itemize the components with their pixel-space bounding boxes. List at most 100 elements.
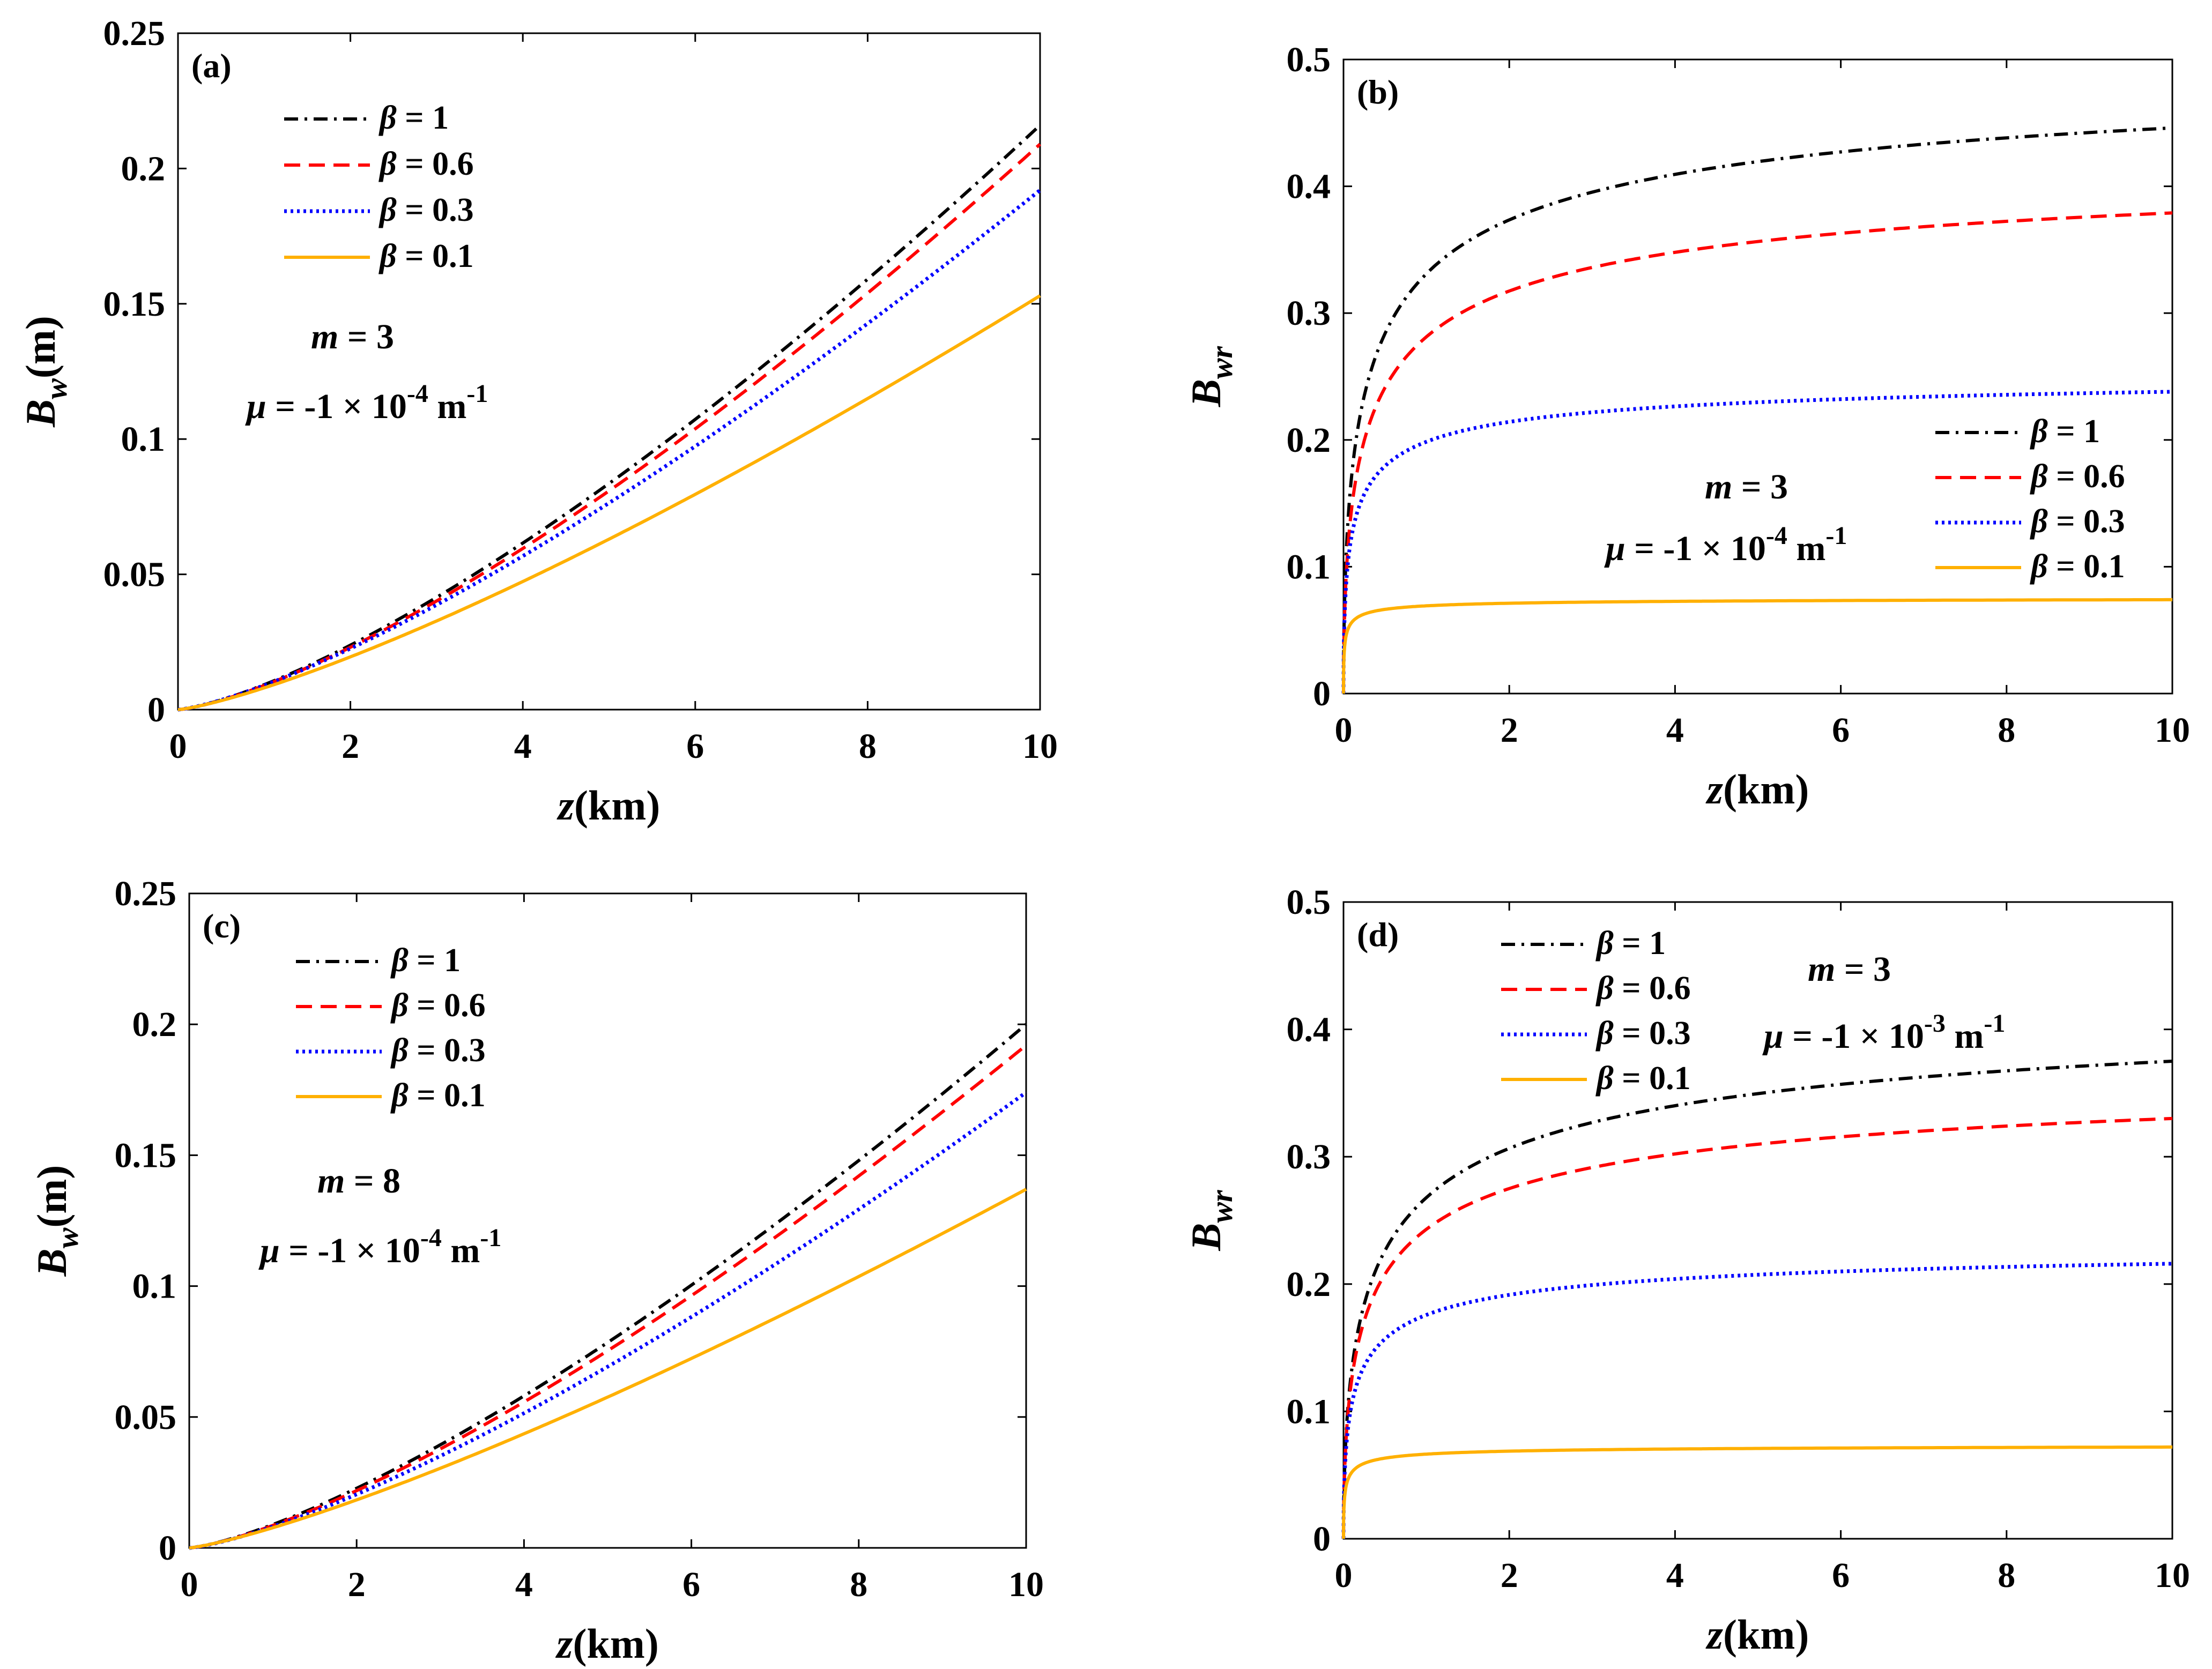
series-line-beta-0-1 [1342, 1445, 2172, 1539]
y-tick-label: 0.4 [1287, 167, 1331, 206]
y-tick-label: 0.1 [1287, 1392, 1331, 1431]
legend-beta-symbol: β [378, 146, 397, 182]
x-tick-label: 4 [515, 1565, 533, 1604]
legend-beta-symbol: β [390, 1032, 409, 1069]
legend-entry-value: = 1 [397, 100, 449, 136]
legend-entry: β = 0.3 [390, 1032, 486, 1069]
legend-entry: β = 0.1 [1595, 1060, 1691, 1097]
series-line-beta-0-6 [1342, 1116, 2173, 1539]
legend-entry: β = 0.6 [390, 987, 486, 1024]
annotation-mu-exponent: -4 [407, 379, 428, 408]
legend-entry-value: = 0.3 [2048, 503, 2125, 540]
annotation-m: m = 3 [1705, 467, 1788, 506]
y-tick-label: 0.2 [132, 1005, 177, 1044]
annotation-mu-unit-exponent: -1 [1825, 521, 1847, 550]
x-tick-label: 4 [514, 727, 532, 766]
x-tick-label: 8 [1998, 711, 2015, 750]
legend-entry: β = 0.1 [390, 1077, 486, 1114]
x-axis-label-unit: (km) [573, 1620, 659, 1667]
y-axis-label-sub: w [50, 1227, 85, 1248]
y-axis-label: Bw(m) [28, 1165, 85, 1277]
legend-beta-symbol: β [2030, 413, 2048, 450]
legend-entry: β = 0.3 [2030, 503, 2125, 540]
x-axis-label-var: z [556, 782, 575, 829]
annotation-mu-exponent: -3 [1924, 1009, 1946, 1038]
legend-entry-value: = 0.3 [1614, 1015, 1691, 1052]
legend-entry: β = 0.6 [2030, 458, 2125, 495]
x-tick-label: 10 [1022, 727, 1058, 766]
x-axis-label: z(km) [556, 782, 660, 829]
y-axis-label-sub: w [39, 378, 73, 399]
series-line-beta-0-6 [1342, 211, 2173, 694]
x-axis-label-var: z [1705, 1611, 1724, 1658]
annotation-m-value: = 3 [338, 317, 394, 356]
y-tick-label: 0 [1313, 1519, 1331, 1559]
annotation-mu: μ = -1 × 10-3 m-1 [1762, 1009, 2005, 1056]
series-line-beta-1 [188, 1023, 1027, 1549]
legend-beta-symbol: β [390, 987, 409, 1024]
x-axis-label-unit: (km) [1723, 766, 1809, 813]
x-axis-label: z(km) [1705, 1611, 1809, 1658]
legend-entry: β = 1 [390, 942, 461, 979]
legend-entry: β = 0.3 [378, 192, 474, 228]
x-tick-label: 2 [1501, 711, 1518, 750]
legend-entry: β = 0.1 [378, 238, 474, 274]
annotation-mu-value: = -1 × 10 [1625, 529, 1766, 568]
y-tick-label: 0 [159, 1529, 176, 1568]
y-axis-label-main: B [1183, 379, 1229, 407]
legend-beta-symbol: β [390, 1077, 409, 1114]
series-line-beta-0-3 [176, 189, 1042, 712]
panel-label: (a) [191, 47, 232, 85]
y-tick-label: 0 [147, 690, 165, 729]
series-line-beta-0-1 [1342, 598, 2172, 694]
legend-beta-symbol: β [1595, 1060, 1614, 1097]
x-tick-label: 0 [181, 1565, 198, 1604]
y-tick-label: 0.2 [1287, 1265, 1331, 1304]
legend-beta-symbol: β [2030, 548, 2048, 585]
x-tick-label: 0 [169, 727, 187, 766]
x-tick-label: 10 [2155, 1556, 2190, 1595]
legend-entry: β = 0.3 [1595, 1015, 1691, 1052]
y-axis-label-unit: (m) [28, 1165, 75, 1228]
annotation-mu-value: = -1 × 10 [280, 1231, 420, 1270]
y-tick-label: 0.4 [1287, 1010, 1331, 1049]
series-line-beta-0-1 [176, 294, 1041, 711]
annotation-mu-unit: m [442, 1231, 480, 1270]
legend-entry-value: = 1 [2048, 413, 2100, 450]
x-tick-label: 4 [1666, 1556, 1684, 1595]
legend-entry-value: = 1 [409, 942, 461, 979]
y-tick-label: 0.5 [1287, 40, 1331, 79]
annotation-m-symbol: m [1705, 467, 1732, 506]
x-tick-label: 8 [1998, 1556, 2015, 1595]
x-axis-label: z(km) [1705, 766, 1809, 813]
legend-entry-value: = 0.1 [1614, 1060, 1691, 1097]
legend-beta-symbol: β [378, 100, 397, 136]
x-axis-label-unit: (km) [1723, 1611, 1809, 1658]
annotation-mu-unit-exponent: -1 [480, 1224, 501, 1252]
legend-beta-symbol: β [2030, 503, 2048, 540]
legend: β = 1β = 0.6β = 0.3β = 0.1 [1501, 925, 1691, 1097]
annotation-m: m = 8 [317, 1161, 400, 1201]
legend-beta-symbol: β [378, 238, 397, 274]
y-tick-label: 0.05 [115, 1398, 177, 1437]
y-tick-label: 0.15 [115, 1136, 177, 1175]
panel-label: (c) [203, 907, 241, 945]
x-tick-label: 2 [348, 1565, 366, 1604]
annotation-m-value: = 8 [345, 1161, 400, 1201]
plot-area [188, 892, 1027, 1549]
y-axis-label: Bwr [1183, 346, 1239, 407]
plot-area [1342, 58, 2173, 695]
annotation-mu-symbol: μ [245, 387, 266, 426]
series-line-beta-0-3 [187, 1091, 1028, 1550]
y-tick-label: 0.3 [1287, 1137, 1331, 1176]
legend-entry-value: = 0.6 [1614, 970, 1691, 1007]
legend-entry-value: = 0.1 [2048, 548, 2125, 585]
x-tick-label: 10 [2155, 711, 2190, 750]
legend-beta-symbol: β [1595, 970, 1614, 1007]
y-tick-label: 0.25 [115, 874, 177, 913]
annotation-m-symbol: m [311, 317, 338, 356]
y-tick-label: 0.3 [1287, 294, 1331, 333]
annotation-m: m = 3 [1808, 950, 1891, 989]
